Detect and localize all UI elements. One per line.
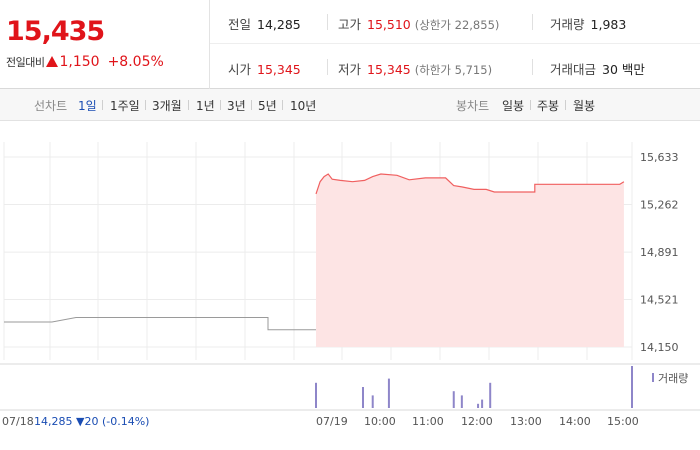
tab-3y[interactable]: 3년 (227, 99, 246, 113)
tab-separator (565, 100, 566, 110)
today-price-area (316, 174, 624, 347)
x-tick-label: 11:00 (412, 415, 444, 428)
y-tick-label: 14,891 (640, 246, 679, 259)
x-tick-label: 10:00 (364, 415, 396, 428)
y-tick-label: 14,521 (640, 293, 679, 306)
x-tick-label: 15:00 (607, 415, 639, 428)
volume-legend-label: 거래량 (658, 372, 688, 385)
prev-day-price-line (4, 317, 316, 331)
candle-chart-label: 봉차트 (456, 99, 490, 113)
x-tick-label: 07/19 (316, 415, 348, 428)
tab-separator (188, 100, 189, 110)
y-tick-label: 15,633 (640, 151, 679, 164)
tab-1d[interactable]: 1일 (78, 99, 97, 113)
tab-1w[interactable]: 1주일 (110, 99, 140, 113)
low-label: 저가 (338, 62, 362, 77)
upper-limit: (상한가 22,855) (414, 18, 500, 32)
x-tick-label: 14:00 (559, 415, 591, 428)
chart-tab-bar: 선차트 1일 1주일 3개월 1년 3년 5년 10년 봉차트 일봉 주봉 월봉 (0, 89, 700, 121)
high-cell: 고가 15,510 (상한가 22,855) (338, 14, 499, 33)
stats-row: 시가 15,345 저가 15,345 (하한가 5,715) 거래대금 30 백만 (210, 45, 700, 89)
up-triangle-icon (46, 56, 59, 67)
volume-label: 거래량 (550, 17, 585, 32)
tab-separator (530, 100, 531, 110)
change-amount: 1,150 (59, 54, 100, 70)
y-tick-label: 15,262 (640, 199, 679, 212)
amount-cell: 거래대금 30 백만 (550, 59, 645, 78)
tab-weekly-candle[interactable]: 주봉 (537, 99, 560, 113)
tab-monthly-candle[interactable]: 월봉 (573, 99, 596, 113)
price-chart[interactable]: 15,633 15,262 14,891 14,521 14,150 거래량 07/18 07… (0, 122, 700, 450)
current-price: 15,435 (6, 16, 105, 47)
price-chart-svg[interactable]: 15,633 15,262 14,891 14,521 14,150 거래량 07/18 07… (0, 122, 700, 450)
volume-bar (361, 387, 364, 408)
price-summary: 15,435 전일대비 1,150 +8.05% 전일 14,285 고가 15,510… (0, 0, 700, 89)
prev-day-summary: 14,285 ▼20 (-0.14%) (34, 415, 149, 428)
prev-close-label: 전일 (228, 17, 252, 32)
tab-3m[interactable]: 3개월 (152, 99, 182, 113)
tab-5y[interactable]: 5년 (258, 99, 277, 113)
change-row: 전일대비 1,150 +8.05% (6, 54, 164, 70)
high-value: 15,510 (367, 17, 411, 32)
stats-table: 전일 14,285 고가 15,510 (상한가 22,855) 거래량 1,983 시… (210, 0, 700, 89)
volume-bar (489, 382, 492, 408)
volume-value: 1,983 (590, 17, 627, 32)
prev-close-value: 14,285 (257, 17, 301, 32)
volume-cell: 거래량 1,983 (550, 14, 626, 33)
open-cell: 시가 15,345 (228, 59, 301, 78)
y-tick-label: 14,150 (640, 341, 679, 354)
tab-10y[interactable]: 10년 (290, 99, 317, 113)
low-cell: 저가 15,345 (하한가 5,715) (338, 59, 492, 78)
volume-legend-swatch (652, 373, 654, 382)
amount-label: 거래대금 (550, 62, 597, 77)
divider (532, 59, 533, 75)
divider (327, 59, 328, 75)
x-tick-label: 07/18 (2, 415, 34, 428)
volume-bar (477, 403, 480, 408)
open-label: 시가 (228, 62, 252, 77)
change-percent: +8.05% (107, 54, 164, 70)
tab-separator (220, 100, 221, 110)
tab-separator (145, 100, 146, 110)
current-price-box: 15,435 전일대비 1,150 +8.05% (0, 0, 210, 89)
volume-bar (387, 378, 390, 408)
volume-bar (315, 382, 317, 408)
tab-daily-candle[interactable]: 일봉 (502, 99, 525, 113)
open-value: 15,345 (257, 62, 301, 77)
x-tick-label: 13:00 (510, 415, 542, 428)
divider (327, 14, 328, 30)
tab-separator (282, 100, 283, 110)
volume-bar (631, 366, 633, 408)
volume-bar (481, 399, 484, 408)
high-label: 고가 (338, 17, 362, 32)
volume-bar (452, 391, 455, 408)
low-value: 15,345 (367, 62, 411, 77)
line-chart-label: 선차트 (34, 99, 68, 113)
tab-separator (102, 100, 103, 110)
tab-1y[interactable]: 1년 (196, 99, 215, 113)
volume-bar (371, 395, 374, 408)
lower-limit: (하한가 5,715) (414, 63, 493, 77)
change-label: 전일대비 (6, 56, 45, 69)
divider (532, 14, 533, 30)
volume-bar (460, 395, 463, 408)
prev-close-cell: 전일 14,285 (228, 14, 301, 33)
amount-value: 30 백만 (602, 62, 645, 77)
stats-row: 전일 14,285 고가 15,510 (상한가 22,855) 거래량 1,983 (210, 0, 700, 44)
today-price-line (315, 173, 625, 195)
x-tick-label: 12:00 (461, 415, 493, 428)
tab-separator (251, 100, 252, 110)
